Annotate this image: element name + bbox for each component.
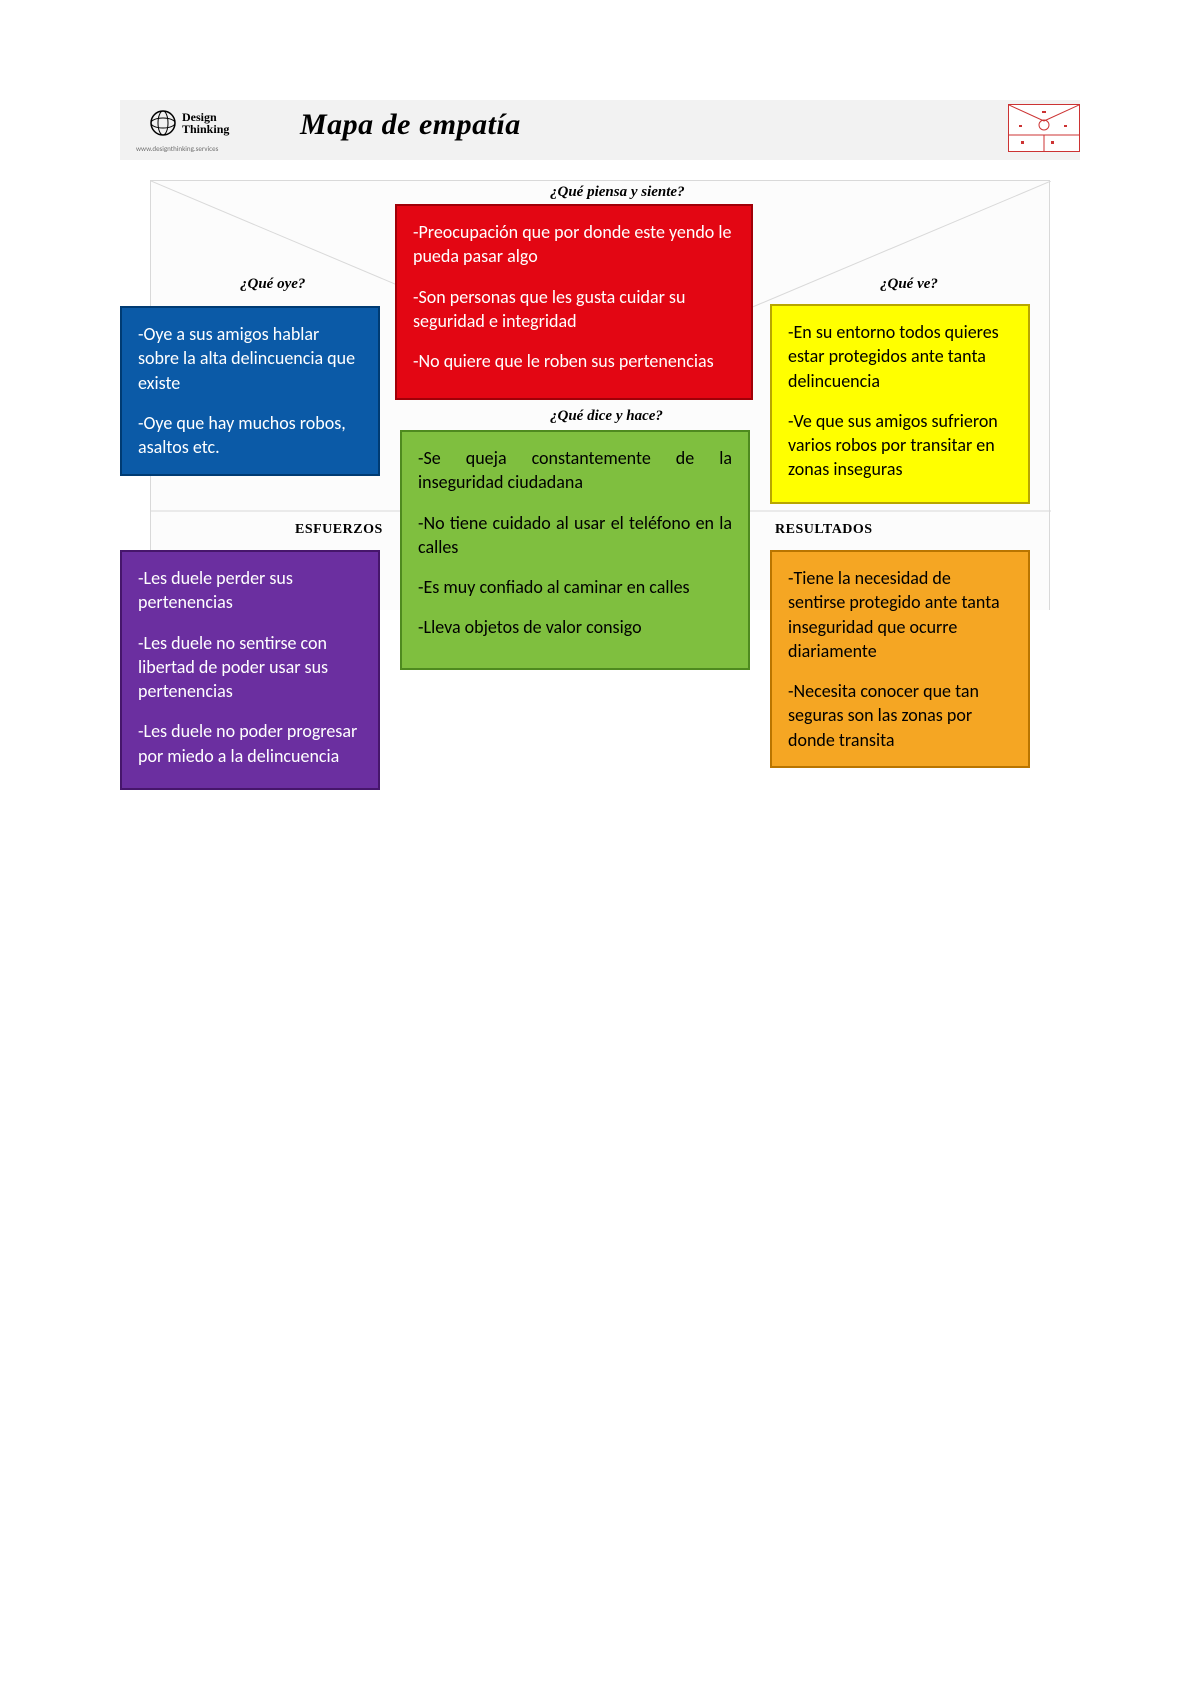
logo-line2: Thinking (182, 122, 229, 136)
header-strip: Design Thinking www.designthinking.servi… (120, 100, 1080, 160)
note-item: -No tiene cuidado al usar el teléfono en… (418, 511, 732, 560)
label-efforts: ESFUERZOS (295, 522, 383, 538)
note-item: -Es muy confiado al caminar en calles (418, 575, 732, 599)
label-hear: ¿Qué oye? (240, 276, 305, 293)
note-item: -Tiene la necesidad de sentirse protegid… (788, 566, 1012, 663)
label-say-do: ¿Qué dice y hace? (550, 408, 663, 425)
note-think-feel: -Preocupación que por donde este yendo l… (395, 204, 753, 400)
logo-icon (150, 110, 176, 136)
note-item: -No quiere que le roben sus pertenencias (413, 349, 735, 373)
note-item: -Les duele no poder progresar por miedo … (138, 719, 362, 768)
label-see: ¿Qué ve? (880, 276, 938, 293)
logo: Design Thinking (150, 110, 229, 136)
note-item: -Les duele no sentirse con libertad de p… (138, 631, 362, 704)
note-item: -Lleva objetos de valor consigo (418, 615, 732, 639)
label-think-feel: ¿Qué piensa y siente? (550, 184, 685, 201)
note-item: -Preocupación que por donde este yendo l… (413, 220, 735, 269)
page-title: Mapa de empatía (300, 108, 521, 142)
note-efforts: -Les duele perder sus pertenencias -Les d… (120, 550, 380, 790)
note-item: -Son personas que les gusta cuidar su se… (413, 285, 735, 334)
note-item: -Les duele perder sus pertenencias (138, 566, 362, 615)
note-item: -Oye que hay muchos robos, asaltos etc. (138, 411, 362, 460)
note-see: -En su entorno todos quieres estar prote… (770, 304, 1030, 504)
note-item: -Ve que sus amigos sufrieron varios robo… (788, 409, 1012, 482)
label-results: RESULTADOS (775, 522, 873, 538)
logo-text: Design Thinking (182, 111, 229, 135)
note-hear: -Oye a sus amigos hablar sobre la alta d… (120, 306, 380, 476)
note-item: -En su entorno todos quieres estar prote… (788, 320, 1012, 393)
note-results: -Tiene la necesidad de sentirse protegid… (770, 550, 1030, 768)
note-item: -Necesita conocer que tan seguras son la… (788, 679, 1012, 752)
note-item: -Oye a sus amigos hablar sobre la alta d… (138, 322, 362, 395)
logo-url: www.designthinking.services (136, 144, 218, 153)
note-say-do: -Se queja constantemente de la insegurid… (400, 430, 750, 670)
note-item: -Se queja constantemente de la insegurid… (418, 446, 732, 495)
mini-map-icon (1008, 104, 1080, 152)
